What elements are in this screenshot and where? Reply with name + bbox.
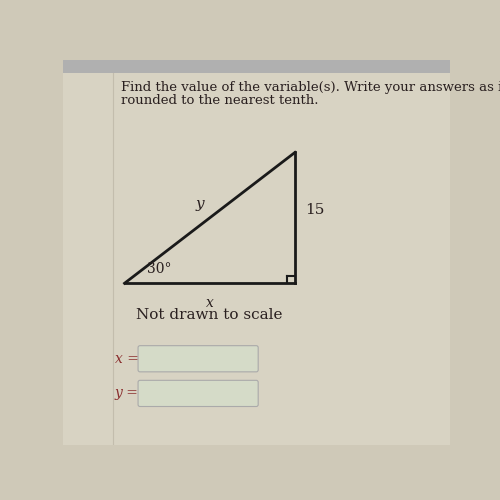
Text: Not drawn to scale: Not drawn to scale — [136, 308, 283, 322]
FancyBboxPatch shape — [138, 380, 258, 406]
Text: Find the value of the variable(s). Write your answers as intege: Find the value of the variable(s). Write… — [120, 81, 500, 94]
Text: y: y — [196, 198, 204, 211]
Text: 15: 15 — [304, 203, 324, 217]
Text: x =: x = — [115, 352, 138, 366]
Text: y =: y = — [115, 386, 138, 400]
Bar — [62, 60, 450, 74]
FancyBboxPatch shape — [138, 346, 258, 372]
Text: rounded to the nearest tenth.: rounded to the nearest tenth. — [120, 94, 318, 107]
Text: x: x — [206, 296, 214, 310]
Text: 30°: 30° — [147, 262, 172, 276]
